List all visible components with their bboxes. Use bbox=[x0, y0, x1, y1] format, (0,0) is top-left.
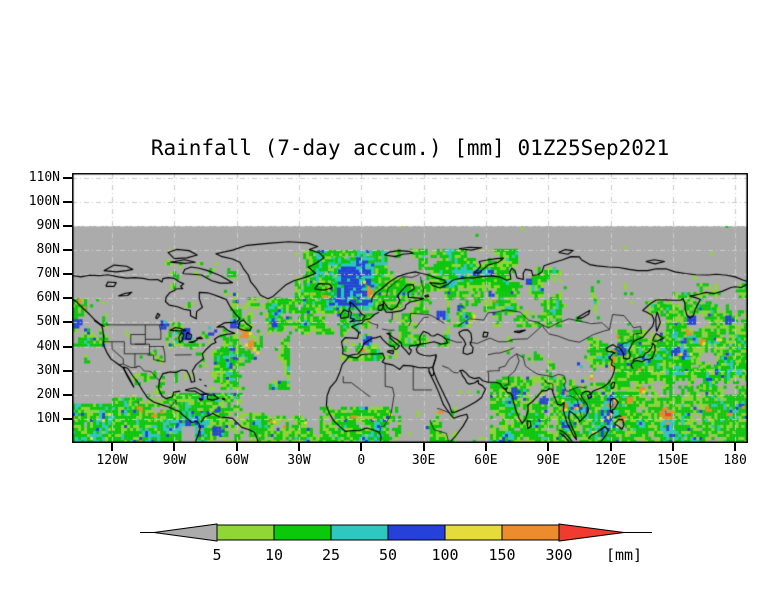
colorbar-segment bbox=[444, 524, 503, 541]
colorbar-tick-label: 150 bbox=[488, 546, 516, 564]
colorbar-overflow-arrow bbox=[558, 523, 625, 542]
lon-tick bbox=[609, 443, 612, 451]
lon-tick bbox=[484, 443, 487, 451]
colorbar-tick-label: 50 bbox=[378, 546, 398, 564]
lon-tick bbox=[235, 443, 238, 451]
colorbar-tick-label: 100 bbox=[431, 546, 459, 564]
colorbar-segment bbox=[330, 524, 389, 541]
lat-tick-label: 50N bbox=[36, 314, 60, 330]
colorbar-tick-label: 10 bbox=[264, 546, 284, 564]
lon-tick-label: 90E bbox=[536, 453, 560, 468]
lon-tick bbox=[111, 443, 114, 451]
colorbar-segment bbox=[216, 524, 275, 541]
lat-tick-label: 100N bbox=[28, 193, 60, 209]
lon-tick bbox=[297, 443, 300, 451]
lat-tick bbox=[63, 225, 72, 228]
colorbar-segment bbox=[273, 524, 332, 541]
lat-tick-label: 90N bbox=[36, 218, 60, 234]
lon-tick-label: 150E bbox=[657, 453, 689, 468]
colorbar-tick-label: 300 bbox=[545, 546, 573, 564]
lon-tick-label: 0 bbox=[357, 453, 366, 468]
lat-tick-label: 20N bbox=[36, 386, 60, 402]
lon-tick-label: 120W bbox=[96, 453, 128, 468]
lon-tick-label: 60E bbox=[474, 453, 498, 468]
lat-tick-label: 30N bbox=[36, 362, 60, 378]
lat-tick bbox=[63, 297, 72, 300]
colorbar-tick-label: 5 bbox=[212, 546, 222, 564]
colorbar-scale bbox=[140, 523, 652, 542]
lat-tick bbox=[63, 200, 72, 203]
lat-tick bbox=[63, 393, 72, 396]
lon-tick-label: 30E bbox=[411, 453, 436, 468]
lon-tick bbox=[547, 443, 550, 451]
lat-tick bbox=[63, 273, 72, 276]
lat-tick bbox=[63, 176, 72, 179]
lon-tick-label: 30W bbox=[287, 453, 311, 468]
lat-tick bbox=[63, 321, 72, 324]
lon-tick-label: 90W bbox=[162, 453, 187, 468]
colorbar-segment bbox=[501, 524, 560, 541]
lat-tick bbox=[63, 369, 72, 372]
lat-tick bbox=[63, 417, 72, 420]
lat-tick bbox=[63, 249, 72, 252]
chart-title: Rainfall (7-day accum.) [mm] 01Z25Sep202… bbox=[150, 136, 670, 160]
lat-tick-label: 40N bbox=[36, 338, 60, 354]
colorbar-underflow-arrow bbox=[153, 523, 218, 542]
lon-tick-label: 180 bbox=[723, 453, 747, 468]
rainfall-map-canvas bbox=[72, 173, 748, 443]
lon-tick-label: 120E bbox=[594, 453, 627, 468]
lat-tick-label: 110N bbox=[28, 169, 60, 185]
lat-tick-label: 70N bbox=[36, 266, 60, 282]
lon-tick-label: 60W bbox=[224, 453, 249, 468]
lon-tick bbox=[173, 443, 176, 451]
lon-tick bbox=[422, 443, 425, 451]
lon-tick bbox=[671, 443, 674, 451]
lon-tick bbox=[734, 443, 737, 451]
lat-tick-label: 10N bbox=[36, 410, 60, 426]
colorbar-tick-label: 25 bbox=[321, 546, 341, 564]
colorbar-unit-label: [mm] bbox=[605, 546, 643, 564]
lon-tick bbox=[360, 443, 363, 451]
colorbar: 5 10 25 50 100 150 300 [mm] bbox=[140, 519, 660, 569]
lat-tick-label: 60N bbox=[36, 290, 60, 306]
colorbar-segment bbox=[387, 524, 446, 541]
lat-tick bbox=[63, 345, 72, 348]
lat-tick-label: 80N bbox=[36, 242, 60, 258]
